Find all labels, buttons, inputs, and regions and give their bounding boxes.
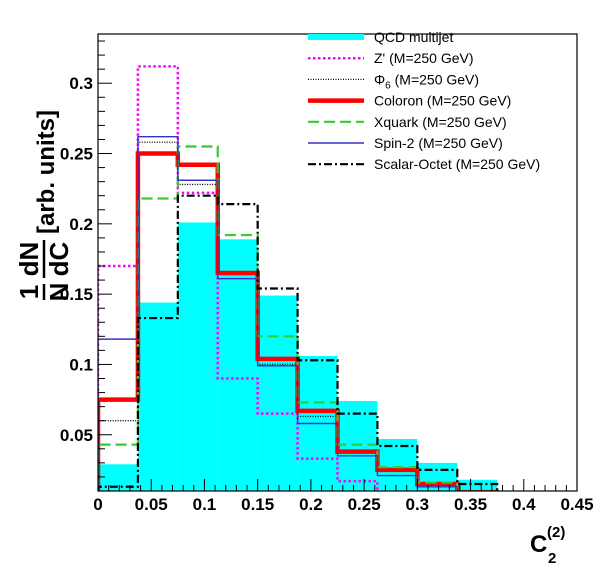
x-tick-label: 0.45 (560, 495, 593, 514)
y-label-frac-den: N (44, 283, 74, 302)
y-tick-label: 0.25 (60, 145, 93, 164)
x-tick-label: 0.3 (406, 495, 430, 514)
legend-label: Z' (M=250 GeV) (374, 50, 474, 66)
legend-entry: Xquark (M=250 GeV) (308, 114, 507, 130)
legend-entry: Coloron (M=250 GeV) (308, 93, 511, 109)
series-line-1 (98, 65, 577, 491)
x-tick-label: 0.25 (348, 495, 381, 514)
x-axis-label: C 2 (2) (530, 524, 565, 567)
series-line-5 (98, 135, 577, 491)
qcd-bar (137, 302, 178, 491)
y-tick-label: 0.05 (60, 426, 93, 445)
y-tick-label: 0.3 (69, 74, 93, 93)
legend-label: QCD multijet (374, 29, 453, 45)
qcd-bar (377, 438, 418, 491)
y-tick-label: 0.1 (69, 355, 93, 374)
qcd-bar (337, 401, 378, 491)
y-axis-ticks: 0.05 0.1 0.15 0.2 0.25 0.3 (60, 40, 112, 492)
legend-entry: Scalar-Octet (M=250 GeV) (308, 156, 540, 172)
qcd-bar (457, 479, 498, 491)
legend-label: Spin-2 (M=250 GeV) (374, 135, 503, 151)
x-tick-label: 0.35 (454, 495, 487, 514)
x-label-superscript: (2) (547, 524, 565, 541)
x-tick-label: 0 (93, 495, 102, 514)
legend: QCD multijet Z' (M=250 GeV) Φ6 (M=250 GeV)… (308, 29, 540, 172)
legend-label: Coloron (M=250 GeV) (374, 93, 511, 109)
lines-layer (98, 65, 577, 491)
x-tick-label: 0.1 (193, 495, 217, 514)
y-tick-label: 0.15 (60, 285, 93, 304)
y-label-deriv-num: dN (14, 242, 44, 277)
qcd-bar (177, 222, 218, 491)
legend-entry: Z' (M=250 GeV) (308, 50, 474, 66)
y-axis-label: 1 N dN dC [arb. units] (14, 110, 74, 301)
x-tick-label: 0.15 (241, 495, 274, 514)
legend-entry: Φ6 (M=250 GeV) (308, 71, 479, 91)
legend-label: Xquark (M=250 GeV) (374, 114, 507, 130)
legend-entry: QCD multijet (308, 29, 453, 45)
x-tick-label: 0.2 (299, 495, 323, 514)
qcd-bar (217, 239, 258, 491)
series-line-6 (98, 194, 577, 491)
x-tick-label: 0.4 (512, 495, 536, 514)
legend-entry: Spin-2 (M=250 GeV) (308, 135, 503, 151)
y-label-deriv-den: dC (44, 241, 74, 276)
x-tick-label: 0.05 (135, 495, 168, 514)
y-label-units: [arb. units] (33, 110, 60, 234)
x-axis-ticks: 0 0.05 0.1 0.15 0.2 0.25 0.3 0.35 0.4 0.45 (93, 479, 594, 514)
legend-label: Scalar-Octet (M=250 GeV) (374, 156, 540, 172)
qcd-bar (257, 295, 298, 491)
y-tick-label: 0.2 (69, 215, 93, 234)
x-label-main: C (530, 531, 547, 558)
y-label-frac-num: 1 (14, 285, 44, 299)
legend-label: Φ6 (M=250 GeV) (374, 71, 479, 91)
x-label-subscript: 2 (548, 550, 556, 567)
